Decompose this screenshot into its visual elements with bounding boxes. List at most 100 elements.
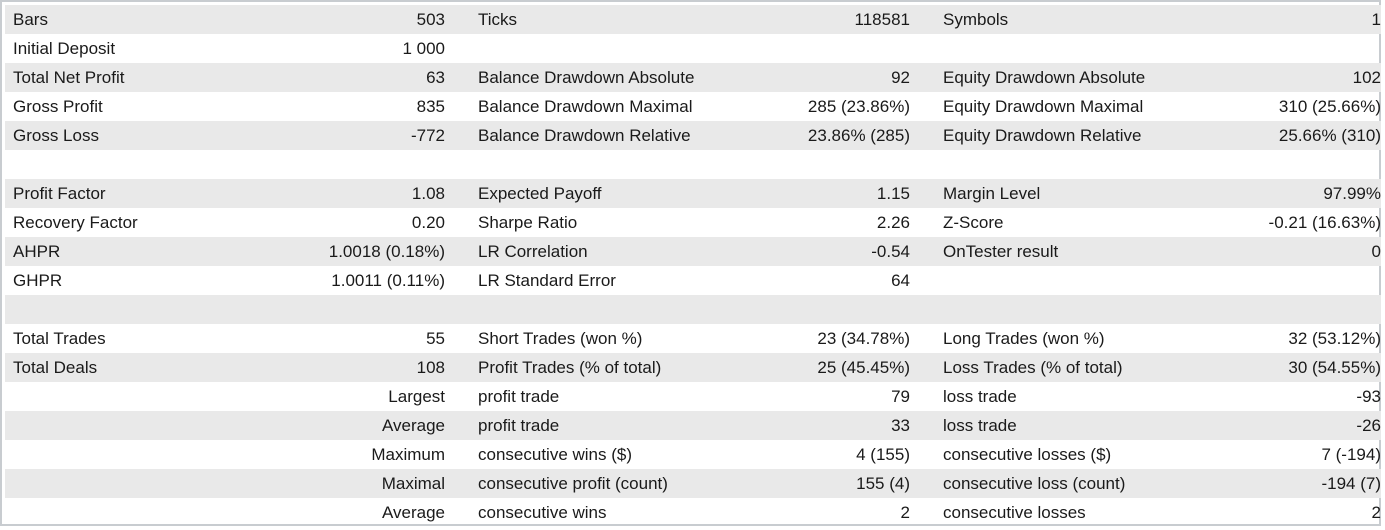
metric-label-2: Balance Drawdown Relative: [478, 126, 691, 145]
metric-value-2: 2.26: [876, 213, 910, 232]
metric-value-2: 4 (155): [856, 445, 910, 464]
metric-label-2: LR Standard Error: [478, 271, 616, 290]
metric-label-2: Sharpe Ratio: [478, 213, 578, 232]
metric-value-2: 25 (45.45%): [817, 358, 910, 377]
metric-group-label: Largest: [388, 387, 445, 406]
metric-label-1: Recovery Factor: [13, 213, 138, 232]
metric-value-2: 33: [891, 416, 910, 435]
metric-value-3: -93: [1356, 387, 1381, 406]
metric-label-1: Gross Profit: [13, 97, 103, 116]
metric-value-1: [205, 150, 445, 179]
metric-value-1: 1.08: [411, 184, 445, 203]
metric-label-1: Total Net Profit: [13, 68, 125, 87]
metric-label-3: Equity Drawdown Maximal: [943, 97, 1144, 116]
metric-label-1: Gross Loss: [13, 126, 99, 145]
metric-value-1: 503: [416, 10, 445, 29]
table-row: Initial Deposit 1 000: [5, 34, 1381, 63]
metric-label-3: loss trade: [943, 416, 1017, 435]
metric-label-2: Ticks: [478, 10, 518, 29]
table-row: [5, 295, 1381, 324]
table-row: Average consecutive wins 2 consecutive loss…: [5, 498, 1381, 527]
metric-value-2: 2: [900, 503, 910, 522]
metric-label-1: Bars: [13, 10, 48, 29]
metric-value-1: 835: [416, 97, 445, 116]
metric-label-2: Balance Drawdown Maximal: [478, 97, 693, 116]
metric-label-2: consecutive wins ($): [478, 445, 633, 464]
metric-value-1: 1.0018 (0.18%): [328, 242, 445, 261]
metric-value-1: 1.0011 (0.11%): [331, 271, 445, 290]
metric-value-3: -26: [1356, 416, 1381, 435]
metric-value-2: 285 (23.86%): [807, 97, 910, 116]
metric-value-3: 25.66% (310): [1278, 126, 1381, 145]
metric-label-1: Profit Factor: [13, 184, 106, 203]
table-row: AHPR 1.0018 (0.18%) LR Correlation -0.54 OnT…: [5, 237, 1381, 266]
metric-label-3: Z-Score: [943, 213, 1004, 232]
metric-value-3: [1105, 266, 1381, 295]
metric-value-2: 118581: [854, 10, 910, 29]
metric-value-3: 97.99%: [1323, 184, 1381, 203]
metric-value-2: [645, 150, 910, 179]
metric-value-2: 92: [891, 68, 910, 87]
metric-label-2: consecutive profit (count): [478, 474, 668, 493]
metric-value-3: 310 (25.66%): [1278, 97, 1381, 116]
table-row: [5, 150, 1381, 179]
metric-value-3: [1105, 295, 1381, 324]
table-row: Average profit trade 33 loss trade -26: [5, 411, 1381, 440]
table-row: Total Trades 55 Short Trades (won %) 23 (34…: [5, 324, 1381, 353]
metric-group-label: Average: [381, 416, 445, 435]
metric-value-2: 1.15: [876, 184, 910, 203]
table-row: Profit Factor 1.08 Expected Payoff 1.15 Marg…: [5, 179, 1381, 208]
metric-value-1: 55: [426, 329, 445, 348]
table-row: Gross Profit 835 Balance Drawdown Maximal 2…: [5, 92, 1381, 121]
table-row: Total Deals 108 Profit Trades (% of total)…: [5, 353, 1381, 382]
metric-value-3: 30 (54.55%): [1288, 358, 1381, 377]
metric-label-1: Total Deals: [13, 358, 98, 377]
metric-value-2: 155 (4): [856, 474, 910, 493]
metric-value-1: 108: [416, 358, 445, 377]
metric-value-2: 23.86% (285): [807, 126, 910, 145]
metric-label-3: consecutive loss (count): [943, 474, 1126, 493]
metric-label-2: LR Correlation: [478, 242, 588, 261]
metric-label-3: OnTester result: [943, 242, 1059, 261]
metric-label-2: Short Trades (won %): [478, 329, 643, 348]
metric-value-2: [645, 295, 910, 324]
metric-label-3: Loss Trades (% of total): [943, 358, 1123, 377]
metric-label-3: Equity Drawdown Absolute: [943, 68, 1146, 87]
metric-value-1: 63: [426, 68, 445, 87]
metric-label-2: Profit Trades (% of total): [478, 358, 662, 377]
table-row: GHPR 1.0011 (0.11%) LR Standard Error 64: [5, 266, 1381, 295]
metric-label-3: consecutive losses: [943, 503, 1086, 522]
metric-value-3: [1105, 150, 1381, 179]
metric-label-3: Long Trades (won %): [943, 329, 1105, 348]
metric-value-2: 64: [891, 271, 910, 290]
metric-label-3: consecutive losses ($): [943, 445, 1112, 464]
metric-value-3: -194 (7): [1321, 474, 1381, 493]
metric-label-3: loss trade: [943, 387, 1017, 406]
metric-value-3: 7 (-194): [1321, 445, 1381, 464]
metric-label-2: profit trade: [478, 387, 560, 406]
metric-label-3: Equity Drawdown Relative: [943, 126, 1142, 145]
metric-group-label: Maximal: [381, 474, 445, 493]
metric-group-label: Maximum: [371, 445, 445, 464]
table-row: Recovery Factor 0.20 Sharpe Ratio 2.26 Z-Sco…: [5, 208, 1381, 237]
metric-value-2: 23 (34.78%): [817, 329, 910, 348]
table-row: Gross Loss -772 Balance Drawdown Relative 2…: [5, 121, 1381, 150]
metric-label-3: Symbols: [943, 10, 1009, 29]
metric-value-2: -0.54: [871, 242, 910, 261]
metric-label-1: GHPR: [13, 271, 63, 290]
metric-value-3: -0.21 (16.63%): [1268, 213, 1381, 232]
table-row: Maximum consecutive wins ($) 4 (155) consec…: [5, 440, 1381, 469]
metric-value-1: [205, 295, 445, 324]
table-row: Maximal consecutive profit (count) 155 (4)…: [5, 469, 1381, 498]
metric-value-2: 79: [891, 387, 910, 406]
metric-value-3: 102: [1352, 68, 1381, 87]
metric-label-1: AHPR: [13, 242, 61, 261]
metric-value-3: 32 (53.12%): [1288, 329, 1381, 348]
metric-value-2: [645, 34, 910, 63]
metric-value-3: 1: [1371, 10, 1381, 29]
metric-value-3: [1105, 34, 1381, 63]
table-row: Largest profit trade 79 loss trade -93: [5, 382, 1381, 411]
metric-label-2: Expected Payoff: [478, 184, 602, 203]
metric-label-2: consecutive wins: [478, 503, 607, 522]
